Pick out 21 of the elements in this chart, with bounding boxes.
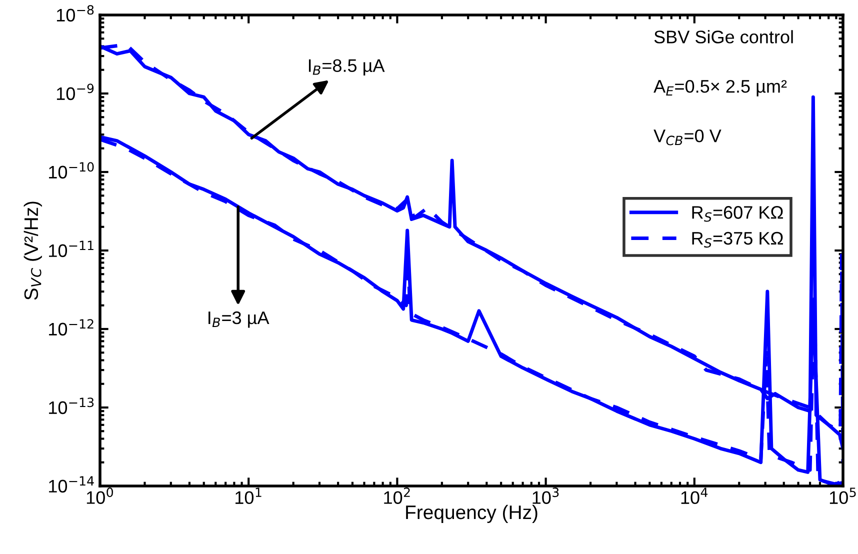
y-axis-title: S$_{VC}$ (V²/Hz) bbox=[24, 202, 42, 300]
x-tick-label: 10$^{3}$ bbox=[532, 488, 559, 504]
x-tick-label: 10$^{1}$ bbox=[236, 488, 262, 504]
annotation: V$_{CB}$=0 V bbox=[654, 129, 722, 146]
y-tick-label: 10$^{−8}$ bbox=[56, 5, 94, 22]
x-tick-label: 10$^{5}$ bbox=[830, 488, 856, 504]
y-tick-label: 10$^{−10}$ bbox=[49, 162, 94, 179]
y-tick-label: 10$^{−12}$ bbox=[49, 319, 94, 336]
annotation: A$_{E}$=0.5× 2.5 µm² bbox=[654, 80, 787, 96]
x-axis-title: Frequency (Hz) bbox=[406, 504, 538, 524]
x-tick-label: 10$^{2}$ bbox=[384, 488, 410, 504]
annotation: SBV SiGe control bbox=[654, 30, 793, 44]
y-tick-label: 10$^{−11}$ bbox=[49, 240, 94, 258]
legend-label: R$_{S}$=375 KΩ bbox=[692, 232, 783, 248]
annotation: I$_{B}$=3 µA bbox=[208, 311, 270, 328]
x-tick-label: 10$^{4}$ bbox=[681, 488, 708, 504]
annotation: I$_{B}$=8.5 µA bbox=[308, 59, 385, 76]
legend-label: R$_{S}$=607 KΩ bbox=[692, 206, 783, 222]
y-tick-label: 10$^{−13}$ bbox=[49, 398, 94, 414]
x-tick-label: 10$^{0}$ bbox=[86, 488, 114, 504]
y-tick-label: 10$^{−9}$ bbox=[56, 84, 94, 100]
